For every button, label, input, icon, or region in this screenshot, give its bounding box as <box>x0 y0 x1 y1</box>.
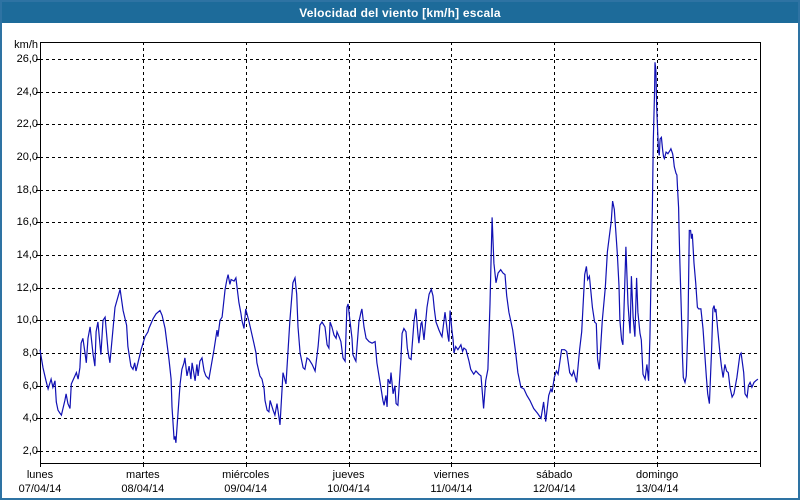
plot-frame <box>40 42 761 464</box>
wind-speed-line <box>39 62 759 443</box>
y-tick-label: 14,0 <box>16 249 38 261</box>
y-axis-unit-label: km/h <box>14 39 38 51</box>
x-day-date: 11/04/14 <box>430 483 473 495</box>
y-tick-label: 24,0 <box>16 85 38 98</box>
window-titlebar: Velocidad del viento [km/h] escala <box>2 2 798 23</box>
x-day-name: martes <box>126 469 160 481</box>
x-day-date: 09/04/14 <box>224 483 268 495</box>
y-tick-label: 20,0 <box>16 151 38 163</box>
y-tick-label: 12,0 <box>16 281 38 294</box>
window-title: Velocidad del viento [km/h] escala <box>299 5 501 20</box>
y-tick-label: 26,0 <box>16 53 38 65</box>
y-tick-label: 4,0 <box>22 412 38 425</box>
x-day-name: domingo <box>636 469 679 481</box>
x-day-date: 07/04/14 <box>18 483 62 495</box>
x-day-date: 10/04/14 <box>327 483 370 495</box>
x-day-date: 12/04/14 <box>532 483 576 495</box>
x-day-name: viernes <box>433 469 470 481</box>
y-tick-label: 8,0 <box>22 347 38 359</box>
x-day-name: miércoles <box>222 469 270 481</box>
x-day-name: jueves <box>332 469 365 481</box>
y-tick-label: 18,0 <box>16 183 38 196</box>
y-tick-label: 2,0 <box>22 445 38 457</box>
x-day-date: 13/04/14 <box>635 483 679 495</box>
x-day-name: sábado <box>536 469 573 481</box>
y-tick-label: 22,0 <box>16 118 38 131</box>
y-tick-label: 10,0 <box>16 314 38 327</box>
y-tick-label: 6,0 <box>22 379 38 392</box>
x-day-date: 08/04/14 <box>121 483 165 495</box>
y-tick-label: 16,0 <box>16 216 38 229</box>
x-day-name: lunes <box>26 469 54 481</box>
